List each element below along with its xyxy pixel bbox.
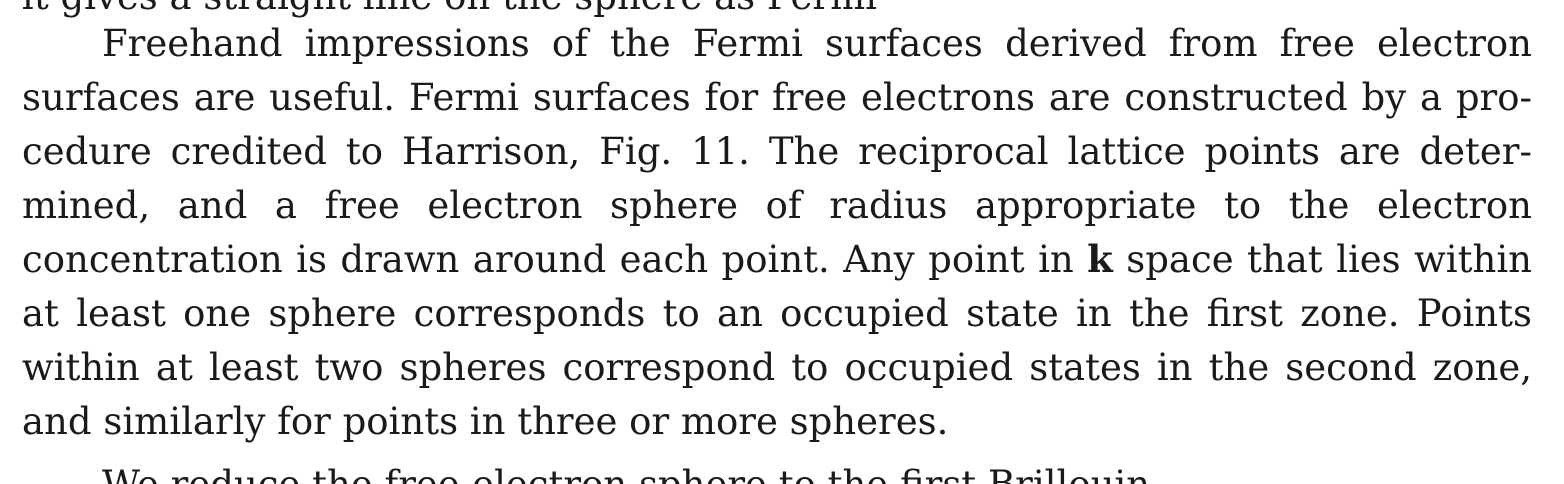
paragraph-line-4: mined, and a free electron sphere of rad… bbox=[22, 184, 1532, 227]
paragraph-line-7: within at least two spheres correspond t… bbox=[22, 346, 1532, 389]
text-line-top-fragment: lt gives a straight line on the sphere a… bbox=[22, 0, 1532, 18]
paragraph-line-2: surfaces are useful. Fermi surfaces for … bbox=[22, 76, 1532, 119]
text-line-bottom-fragment: We reduce the free-electron sphere to th… bbox=[102, 466, 1532, 484]
paragraph-line-5-end: space that lies within bbox=[1112, 238, 1532, 281]
paragraph-line-6: at least one sphere corresponds to an oc… bbox=[22, 292, 1532, 335]
paragraph-line-5-start: concentration is drawn around each point… bbox=[22, 238, 1088, 281]
paragraph-line-5: concentration is drawn around each point… bbox=[22, 238, 1532, 281]
text-line-bottom-fragment-text: We reduce the free-electron sphere to th… bbox=[102, 466, 1532, 484]
text-line-top-fragment-text: lt gives a straight line on the sphere a… bbox=[22, 0, 1532, 15]
paragraph-line-3: cedure credited to Harrison, Fig. 11. Th… bbox=[22, 130, 1532, 173]
paragraph-line-8: and similarly for points in three or mor… bbox=[22, 400, 949, 443]
paragraph-line-1: Freehand impressions of the Fermi surfac… bbox=[102, 22, 1532, 65]
k-symbol: k bbox=[1087, 237, 1113, 281]
